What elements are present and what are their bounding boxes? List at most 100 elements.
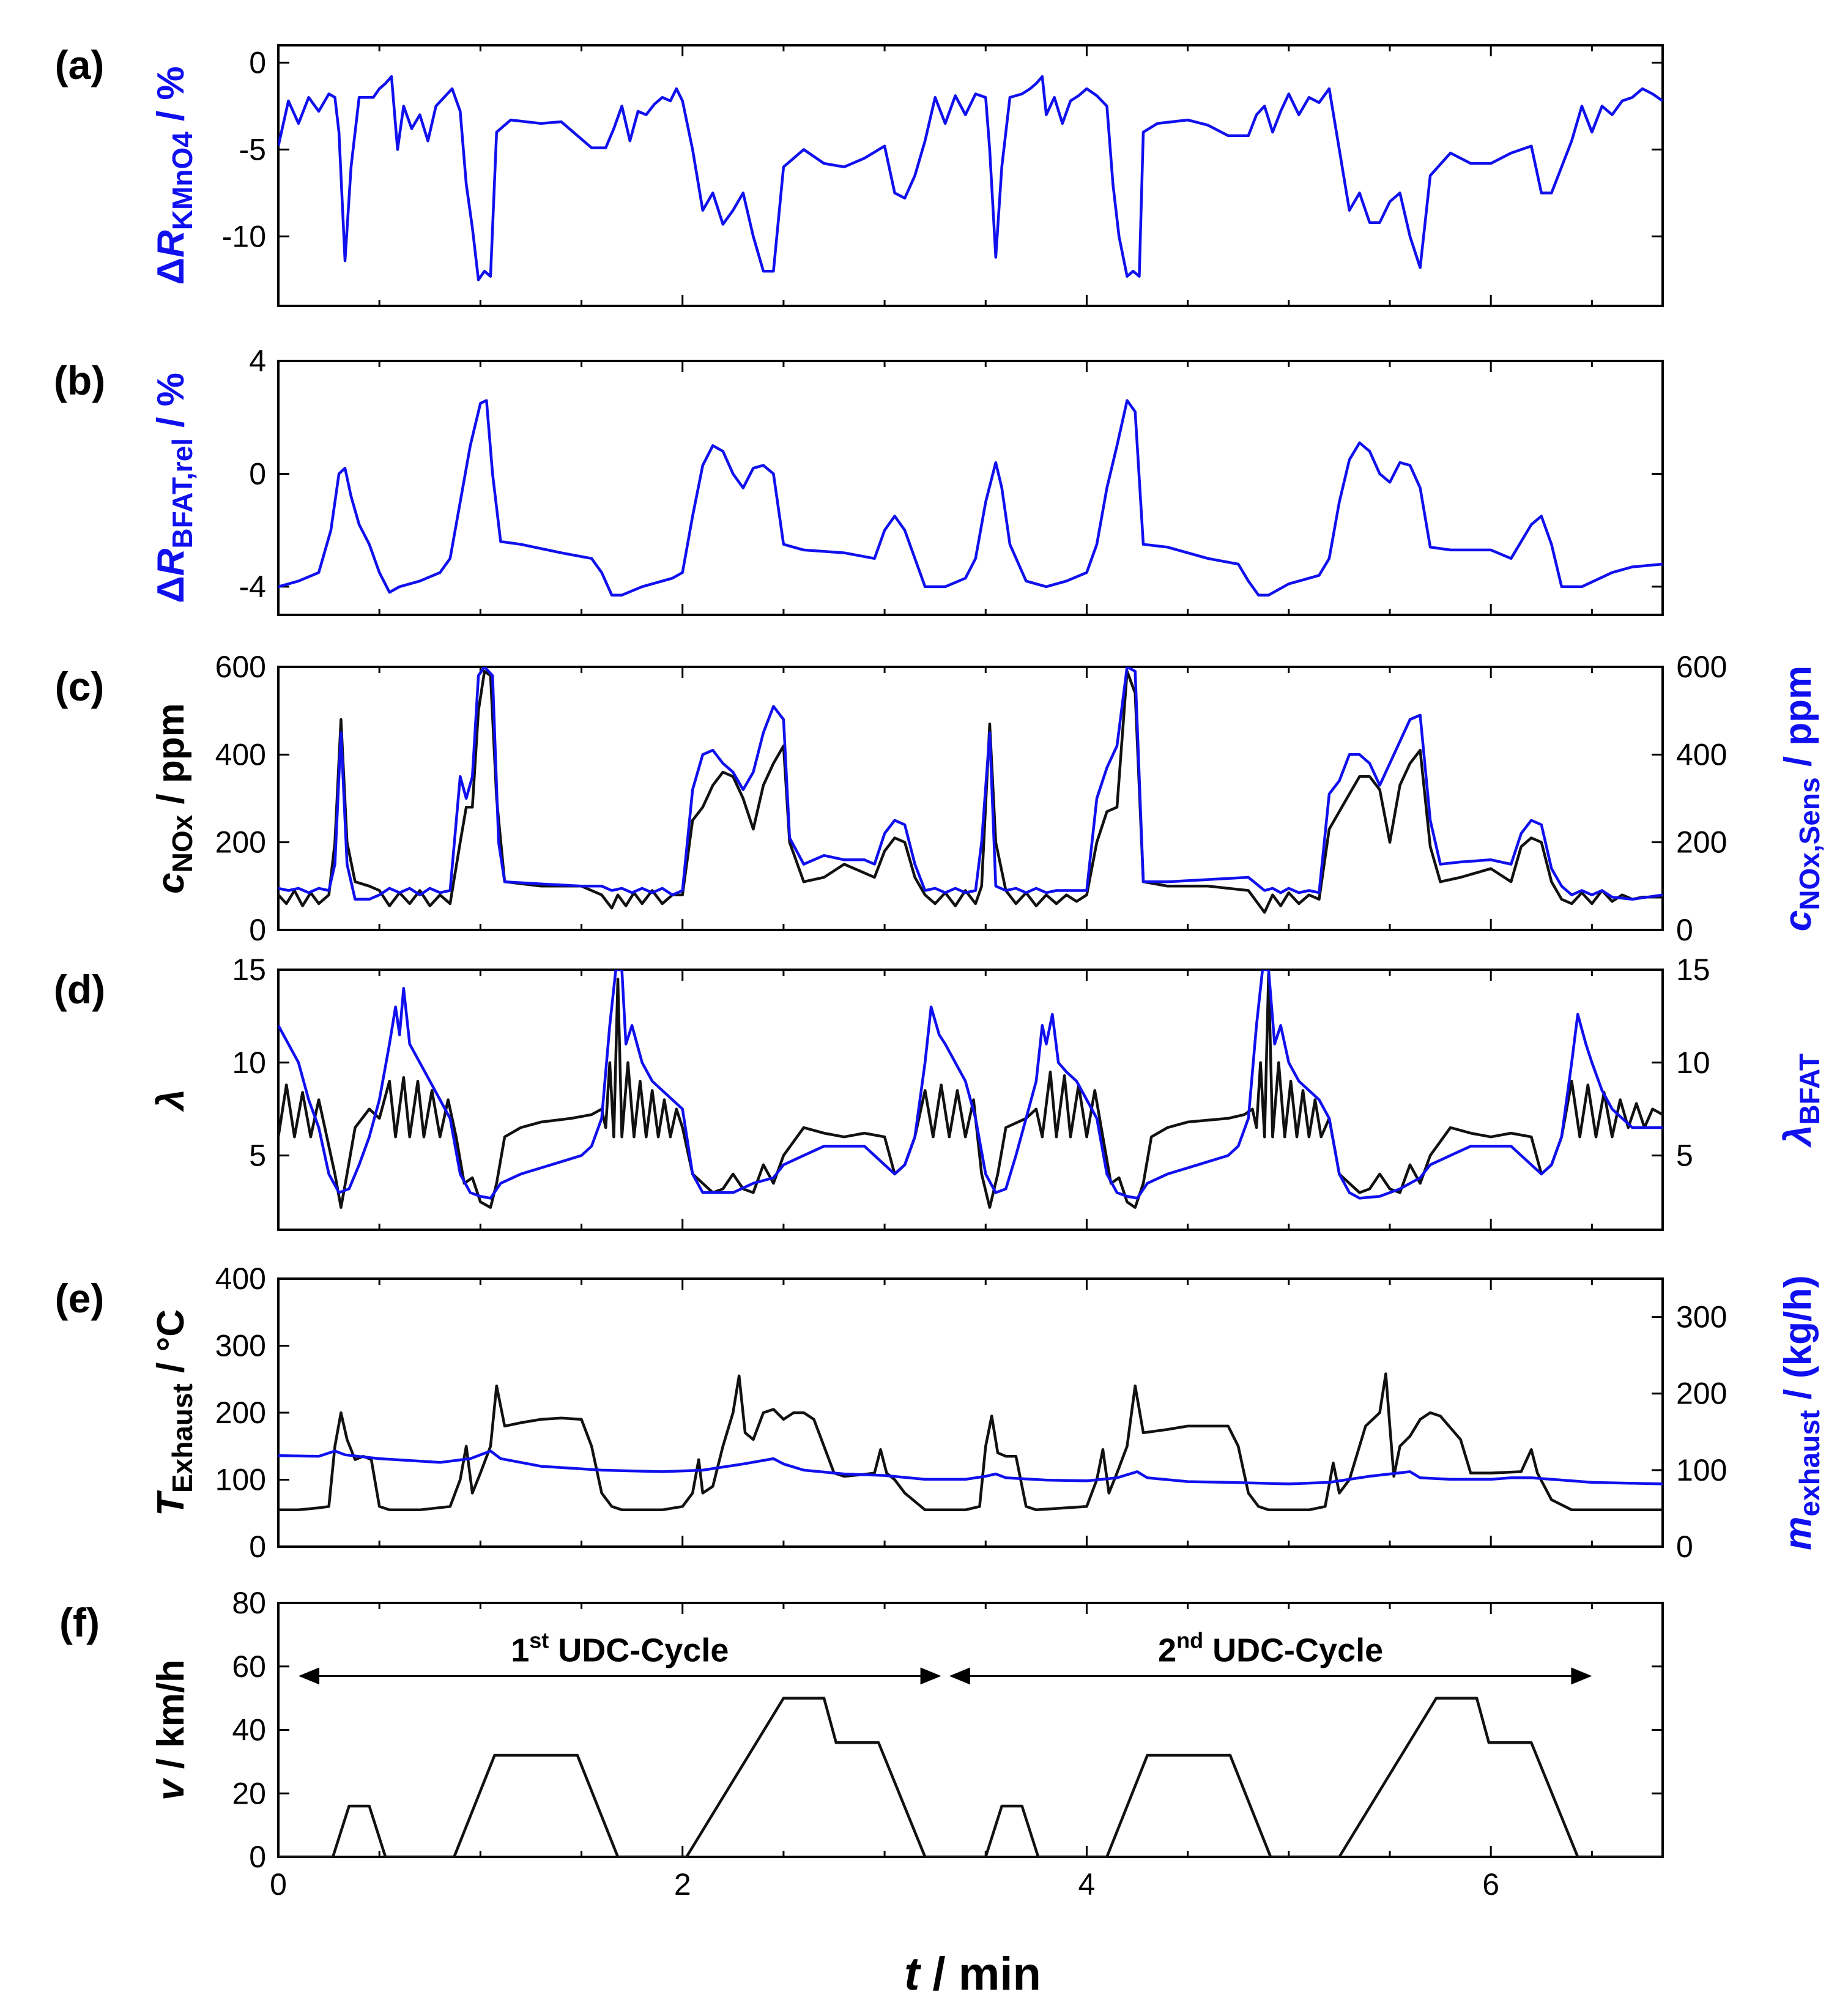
y-axis-label-a-part-2: KMnO4 xyxy=(166,132,198,230)
x-axis-label-symbol: t xyxy=(904,1948,921,2000)
y-axis-label-d-part-0: λ xyxy=(150,1089,192,1112)
y2-axis-label-e-part-2: / (kg/h) xyxy=(1777,1275,1819,1410)
y-axis-label-b-part-3: / % xyxy=(150,373,192,438)
y2-tick-label-e: 200 xyxy=(1676,1377,1727,1411)
y2-axis-label-c-part-2: / ppm xyxy=(1777,666,1819,778)
y-tick-label-b: -4 xyxy=(239,570,266,604)
series-line-c-c-NOx-Sens xyxy=(278,667,1663,901)
y-tick-label-f: 0 xyxy=(249,1840,266,1874)
y-tick-label-c: 400 xyxy=(215,737,266,772)
y-tick-label-a: -5 xyxy=(239,132,266,166)
y2-tick-label-d: 5 xyxy=(1676,1139,1693,1173)
y2-tick-label-e: 0 xyxy=(1676,1530,1693,1564)
y-axis-label-e-part-1: Exhaust xyxy=(166,1383,198,1493)
plot-frame-e xyxy=(277,1277,1664,1548)
y2-tick-label-e: 300 xyxy=(1676,1300,1727,1334)
x-axis-label-unit: / min xyxy=(919,1948,1041,2000)
series-line-b--R-BFAT-rel xyxy=(278,399,1663,597)
y-axis-label-e-part-0: T xyxy=(150,1490,192,1516)
series-line-d-- xyxy=(278,972,1663,1209)
y2-axis-label-d-part-0: λ xyxy=(1777,1125,1819,1148)
y2-tick-label-e: 100 xyxy=(1676,1453,1727,1487)
plot-frame-c xyxy=(277,666,1664,931)
panel-label-f: (f) xyxy=(59,1600,100,1645)
y-tick-label-f: 20 xyxy=(232,1776,266,1810)
y-axis-label-b: ΔRBFAT,rel / % xyxy=(150,373,198,603)
panel-e: (e) 0 100 200 300 400 0 100 200 300 TExhaust / °C m… xyxy=(55,1262,1825,1564)
series-line-f-v xyxy=(278,1697,1663,1857)
plot-frame-a xyxy=(277,44,1664,307)
y-axis-label-a-part-1: R xyxy=(150,230,192,258)
y-axis-label-e-part-2: / °C xyxy=(150,1309,192,1383)
y-axis-label-f-part-1: / km/h xyxy=(150,1659,192,1779)
cycle-label-sup: nd xyxy=(1176,1627,1203,1653)
plot-frame-d xyxy=(277,969,1664,1231)
y2-tick-label-c: 600 xyxy=(1676,650,1727,684)
cycle-label-num: 1 xyxy=(511,1632,529,1668)
y-tick-label-b: 0 xyxy=(249,456,266,491)
panel-label-e: (e) xyxy=(55,1276,105,1321)
cycle-label-num: 2 xyxy=(1158,1632,1176,1668)
panel-a: (a) -10 -5 0 ΔRKMnO4 / % xyxy=(55,42,1664,307)
cycle-arrow-right-1 xyxy=(920,1667,941,1685)
cycle-arrow-left-1 xyxy=(299,1667,320,1685)
y-axis-label-b-part-2: BFAT,rel xyxy=(166,438,198,549)
y2-tick-label-d: 10 xyxy=(1676,1046,1710,1080)
y2-tick-label-c: 400 xyxy=(1676,737,1727,772)
y-axis-label-a: ΔRKMnO4 / % xyxy=(150,66,198,284)
series-line-a--R-KMnO4 xyxy=(278,75,1663,281)
y-axis-label-c-part-0: c xyxy=(150,872,192,893)
y-axis-label-b-part-1: R xyxy=(150,548,192,576)
panel-b: (b) -4 0 4 ΔRBFAT,rel / % xyxy=(54,344,1664,616)
series-line-e-m-exhaust xyxy=(278,1449,1663,1486)
cycle-arrow-right-2 xyxy=(1571,1667,1592,1685)
y2-axis-label-d: λBFAT xyxy=(1777,1054,1825,1148)
y-axis-label-c-part-1: NOx xyxy=(166,814,198,872)
y-tick-label-c: 200 xyxy=(215,825,266,860)
y-axis-label-f: v / km/h xyxy=(150,1659,192,1801)
y-axis-label-f-part-0: v xyxy=(150,1777,192,1801)
y-tick-label-e: 0 xyxy=(249,1530,266,1564)
cycle-label-rest: UDC-Cycle xyxy=(1203,1632,1383,1668)
cycle-label-1: 1st UDC-Cycle xyxy=(511,1627,729,1668)
y-tick-label-a: 0 xyxy=(249,45,266,80)
y-tick-label-c: 600 xyxy=(215,650,266,684)
cycle-label-2: 2nd UDC-Cycle xyxy=(1158,1627,1383,1668)
panel-label-d: (d) xyxy=(54,967,105,1012)
y2-tick-label-c: 200 xyxy=(1676,825,1727,860)
series-line-c-c-NOx xyxy=(278,669,1663,914)
y2-axis-label-c-part-0: c xyxy=(1777,910,1819,931)
y2-axis-label-d-part-1: BFAT xyxy=(1794,1054,1825,1125)
y-axis-label-b-part-0: Δ xyxy=(150,576,192,603)
x-tick-label: 0 xyxy=(270,1867,287,1902)
y-tick-label-f: 40 xyxy=(232,1713,266,1747)
panel-label-b: (b) xyxy=(54,358,105,403)
y2-axis-label-e-part-1: exhaust xyxy=(1794,1410,1825,1517)
y-axis-label-a-part-0: Δ xyxy=(150,258,192,285)
y-axis-label-a-part-3: / % xyxy=(150,66,192,132)
y-axis-label-c-part-2: / ppm xyxy=(150,703,192,815)
plot-frame-b xyxy=(277,360,1664,616)
y-tick-label-e: 400 xyxy=(215,1262,266,1296)
plot-frame-f xyxy=(277,1602,1664,1858)
y2-tick-label-c: 0 xyxy=(1676,913,1693,947)
x-tick-label: 4 xyxy=(1078,1867,1096,1902)
y2-axis-label-e-part-0: m xyxy=(1777,1517,1819,1550)
cycle-label-sup: st xyxy=(529,1627,549,1653)
y-tick-label-d: 10 xyxy=(232,1046,266,1080)
y-tick-label-d: 5 xyxy=(249,1139,266,1173)
y2-tick-label-d: 15 xyxy=(1676,953,1710,987)
y-tick-label-f: 80 xyxy=(232,1586,266,1620)
series-line-e-T-Exhaust xyxy=(278,1372,1663,1512)
x-tick-label: 6 xyxy=(1482,1867,1499,1902)
y2-axis-label-c-part-1: NOx,Sens xyxy=(1794,777,1825,910)
panel-label-a: (a) xyxy=(55,42,105,87)
y2-axis-label-e: mexhaust / (kg/h) xyxy=(1777,1275,1825,1550)
y-tick-label-f: 60 xyxy=(232,1649,266,1684)
y-axis-label-c: cNOx / ppm xyxy=(150,703,198,894)
